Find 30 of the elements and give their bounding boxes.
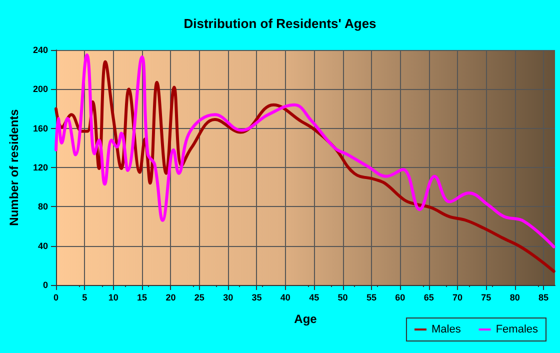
x-tick-label: 20 xyxy=(166,292,176,302)
y-tick-label: 240 xyxy=(32,45,48,55)
x-tick-label: 60 xyxy=(395,292,406,302)
y-tick-label: 0 xyxy=(42,280,48,290)
x-tick-label: 65 xyxy=(424,292,434,302)
x-tick-label: 70 xyxy=(452,292,462,302)
x-tick-label: 85 xyxy=(538,292,549,302)
y-tick-label: 200 xyxy=(32,84,48,94)
y-tick-label: 120 xyxy=(32,162,48,172)
x-tick-label: 45 xyxy=(309,292,320,302)
y-tick-label: 160 xyxy=(32,123,48,134)
x-tick-label: 80 xyxy=(510,292,520,302)
x-tick-label: 55 xyxy=(366,292,376,302)
x-axis-title: Age xyxy=(294,312,318,326)
legend-label: Females xyxy=(496,324,538,336)
x-tick-label: 50 xyxy=(338,292,348,302)
y-axis-title: Number of residents xyxy=(7,108,21,226)
y-tick-label: 40 xyxy=(38,240,48,251)
x-tick-label: 15 xyxy=(137,292,148,302)
y-tick-label: 80 xyxy=(38,202,48,212)
x-tick-label: 5 xyxy=(82,292,88,302)
chart-title: Distribution of Residents' Ages xyxy=(184,16,376,31)
x-tick-label: 30 xyxy=(223,292,234,302)
x-tick-label: 10 xyxy=(108,292,118,302)
x-tick-label: 35 xyxy=(252,292,262,302)
x-tick-label: 0 xyxy=(53,292,59,302)
legend-label: Males xyxy=(431,324,462,336)
x-tick-label: 25 xyxy=(194,292,204,302)
x-tick-label: 75 xyxy=(481,292,492,302)
x-tick-label: 40 xyxy=(280,292,290,302)
